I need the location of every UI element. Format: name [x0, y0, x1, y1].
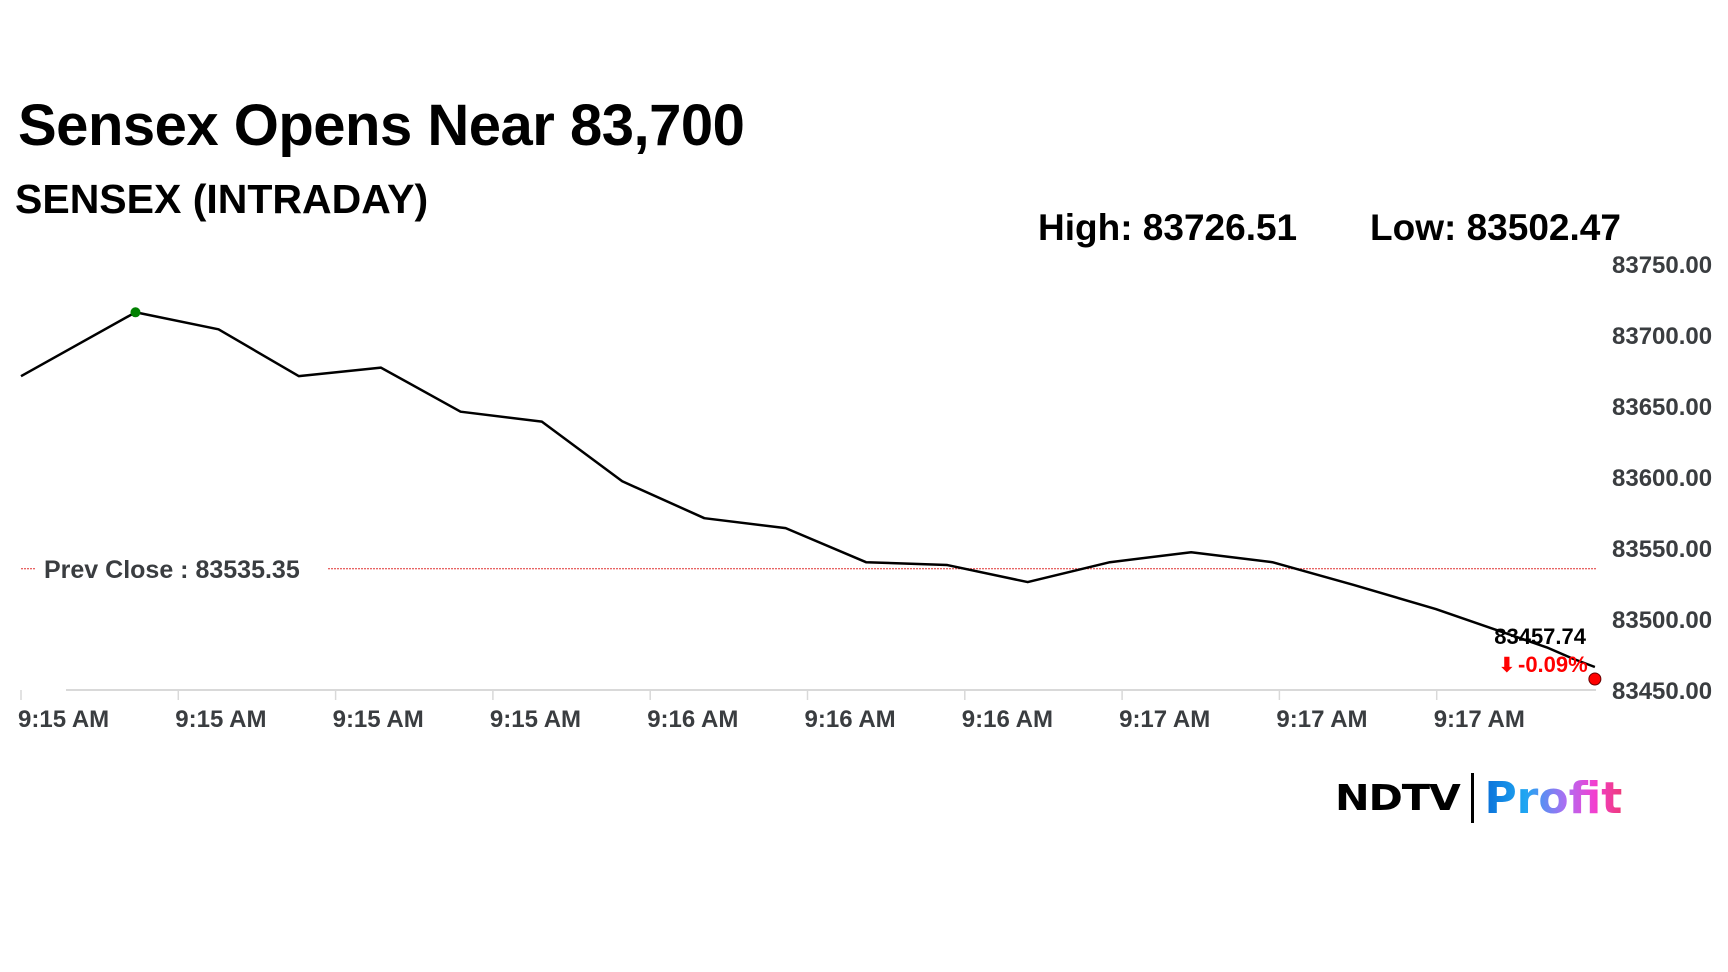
- logo-ndtv: NDTV: [1335, 777, 1461, 819]
- down-arrow-icon: ⬇: [1498, 653, 1516, 677]
- page-title: Sensex Opens Near 83,700: [18, 93, 745, 158]
- y-tick-label: 83600.00: [1612, 465, 1712, 492]
- price-line: [20, 311, 1596, 669]
- logo-divider: [1471, 773, 1475, 823]
- ndtv-profit-logo: NDTV Profit: [1335, 772, 1622, 824]
- last-price-label: 83457.74: [1494, 624, 1587, 649]
- y-tick-label: 83450.00: [1612, 678, 1712, 705]
- y-tick-label: 83500.00: [1612, 607, 1712, 634]
- high-marker: [130, 307, 141, 318]
- x-tick-label: 9:16 AM: [647, 706, 738, 733]
- x-tick-label: 9:17 AM: [1434, 706, 1525, 733]
- x-tick-label: 9:15 AM: [490, 706, 581, 733]
- x-tick-label: 9:15 AM: [175, 706, 266, 733]
- x-tick-label: 9:16 AM: [962, 706, 1053, 733]
- chart-subtitle: SENSEX (INTRADAY): [15, 176, 429, 222]
- x-tick-label: 9:15 AM: [18, 706, 109, 733]
- last-price-marker: [1588, 672, 1602, 686]
- x-tick-label: 9:15 AM: [333, 706, 424, 733]
- day-low-label: Low: 83502.47: [1370, 207, 1621, 248]
- y-tick-label: 83650.00: [1612, 394, 1712, 421]
- y-tick-label: 83700.00: [1612, 323, 1712, 350]
- change-percent-label: -0.09%: [1518, 652, 1588, 677]
- x-tick-label: 9:17 AM: [1276, 706, 1367, 733]
- x-tick-label: 9:17 AM: [1119, 706, 1210, 733]
- prev-close-label: Prev Close : 83535.35: [44, 556, 300, 584]
- logo-profit: Profit: [1484, 772, 1623, 824]
- day-high-label: High: 83726.51: [1038, 207, 1298, 248]
- y-tick-label: 83550.00: [1612, 536, 1712, 563]
- x-tick-label: 9:16 AM: [805, 706, 896, 733]
- y-tick-label: 83750.00: [1612, 252, 1712, 279]
